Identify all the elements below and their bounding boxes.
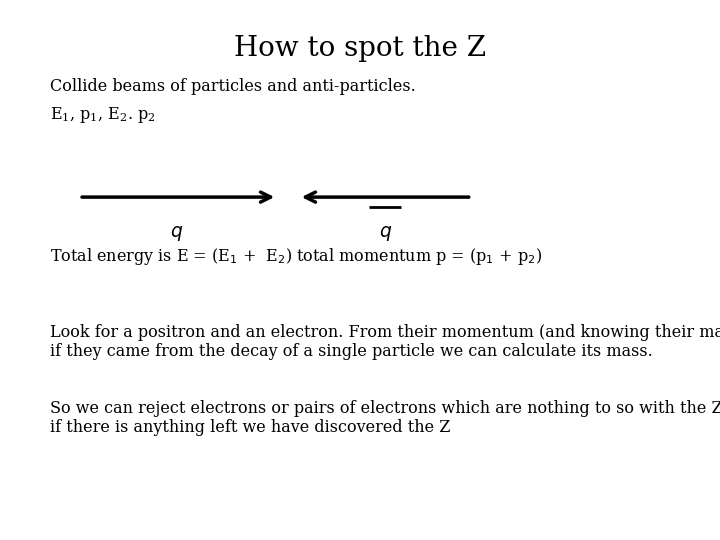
- Text: Look for a positron and an electron. From their momentum (and knowing their mass: Look for a positron and an electron. Fro…: [50, 324, 720, 341]
- Text: Total energy is E = (E$_1$ +  E$_2$) total momentum p = (p$_1$ + p$_2$): Total energy is E = (E$_1$ + E$_2$) tota…: [50, 246, 542, 267]
- Text: $q$: $q$: [379, 224, 392, 243]
- Text: $\mathregular{E_1}$, $\mathregular{p_1}$, $\mathregular{E_2}$. $\mathregular{p_2: $\mathregular{E_1}$, $\mathregular{p_1}$…: [50, 105, 156, 125]
- Text: How to spot the Z: How to spot the Z: [234, 35, 486, 62]
- Text: So we can reject electrons or pairs of electrons which are nothing to so with th: So we can reject electrons or pairs of e…: [50, 400, 720, 416]
- Text: Collide beams of particles and anti-particles.: Collide beams of particles and anti-part…: [50, 78, 416, 95]
- Text: if they came from the decay of a single particle we can calculate its mass.: if they came from the decay of a single …: [50, 343, 653, 360]
- Text: $q$: $q$: [170, 224, 183, 243]
- Text: if there is anything left we have discovered the Z: if there is anything left we have discov…: [50, 418, 451, 435]
